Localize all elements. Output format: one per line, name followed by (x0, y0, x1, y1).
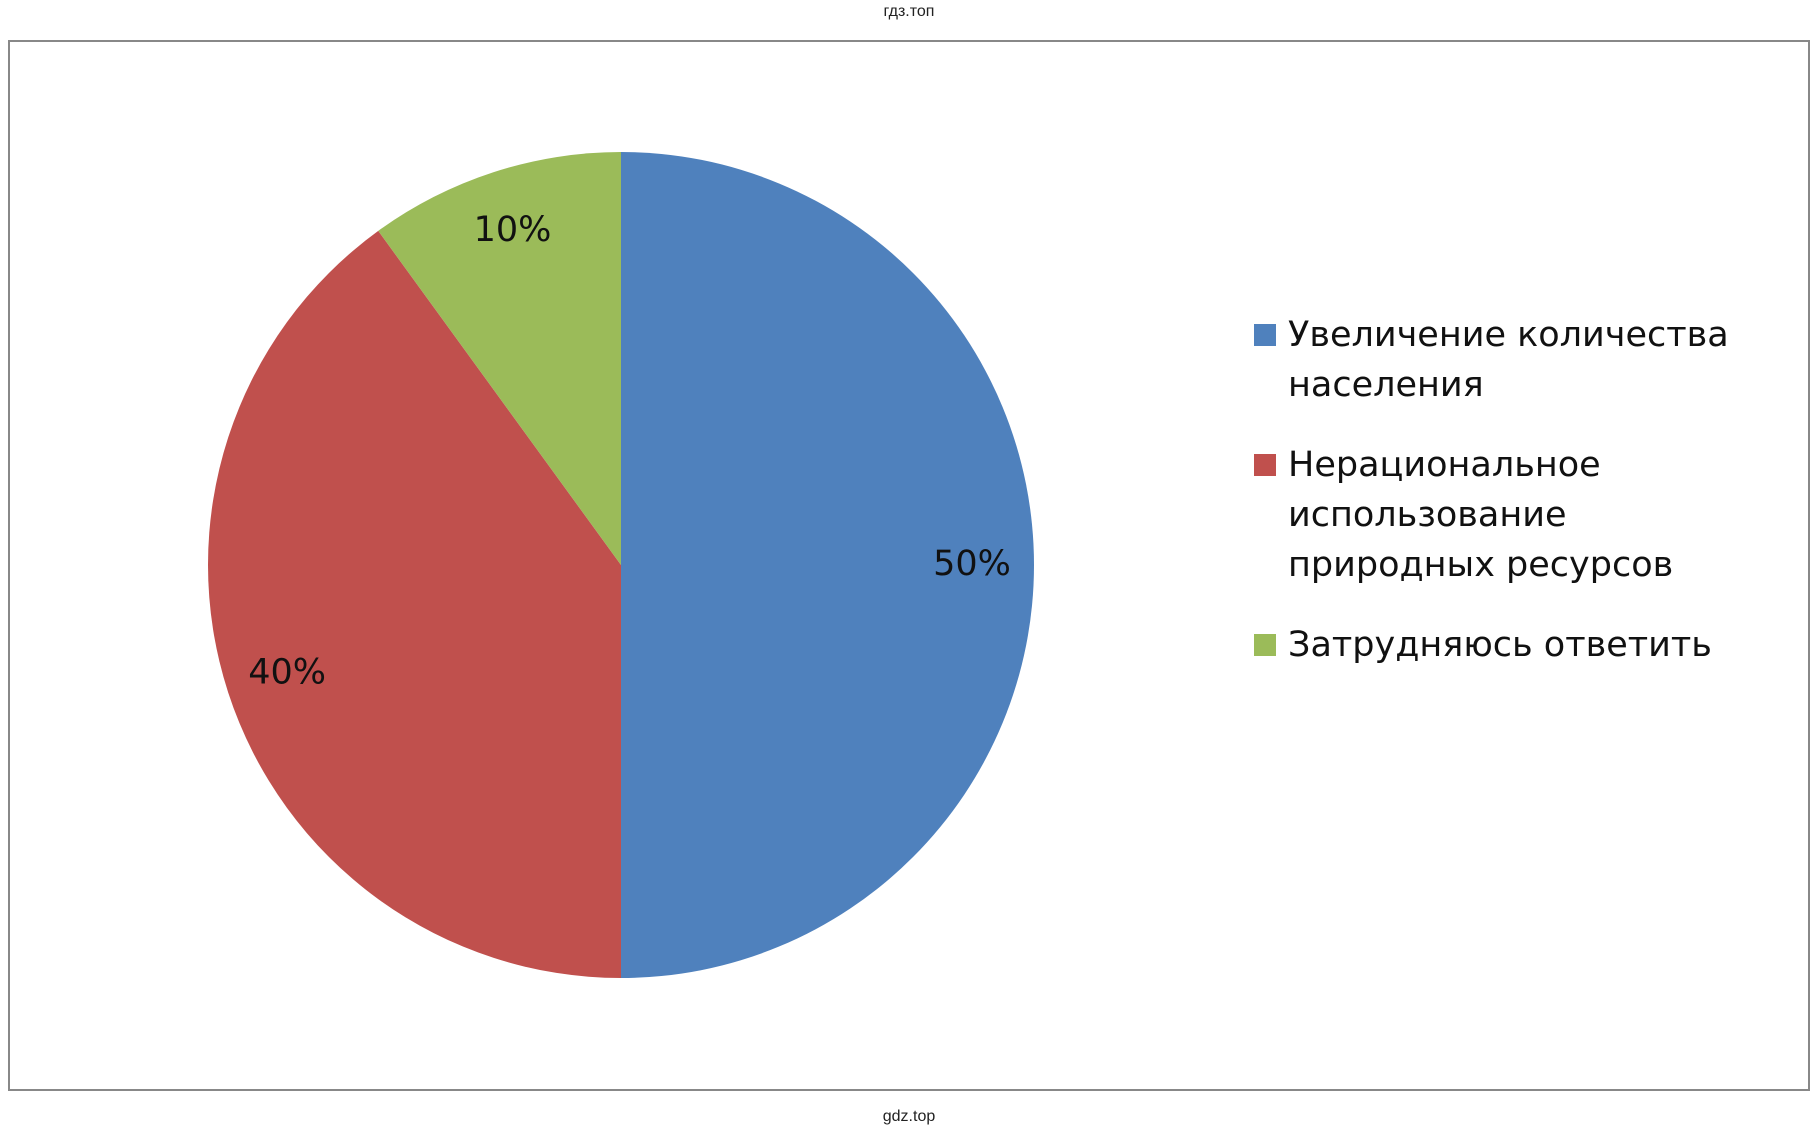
legend-label: Затрудняюсь ответить (1288, 625, 1712, 665)
pie-slice (378, 152, 621, 565)
header-text: гдз.топ (883, 3, 935, 20)
legend-label: Нерациональное использование природных р… (1288, 445, 1674, 585)
legend-item: Затрудняюсь ответить (1254, 620, 1794, 670)
data-label: 10% (474, 210, 552, 250)
footer-text: gdz.top (882, 1108, 936, 1125)
data-label: 40% (248, 652, 326, 692)
legend-label: Увеличение количества населения (1288, 315, 1729, 405)
legend-swatch (1254, 324, 1276, 346)
legend-swatch (1254, 454, 1276, 476)
legend: Увеличение количества населения Нерациона… (1254, 310, 1794, 700)
pie-slice (621, 152, 1034, 978)
data-label: 50% (933, 544, 1011, 584)
legend-item: Увеличение количества населения (1254, 310, 1794, 410)
legend-item: Нерациональное использование природных р… (1254, 440, 1794, 590)
pie-slice (207, 230, 621, 978)
legend-swatch (1254, 634, 1276, 656)
